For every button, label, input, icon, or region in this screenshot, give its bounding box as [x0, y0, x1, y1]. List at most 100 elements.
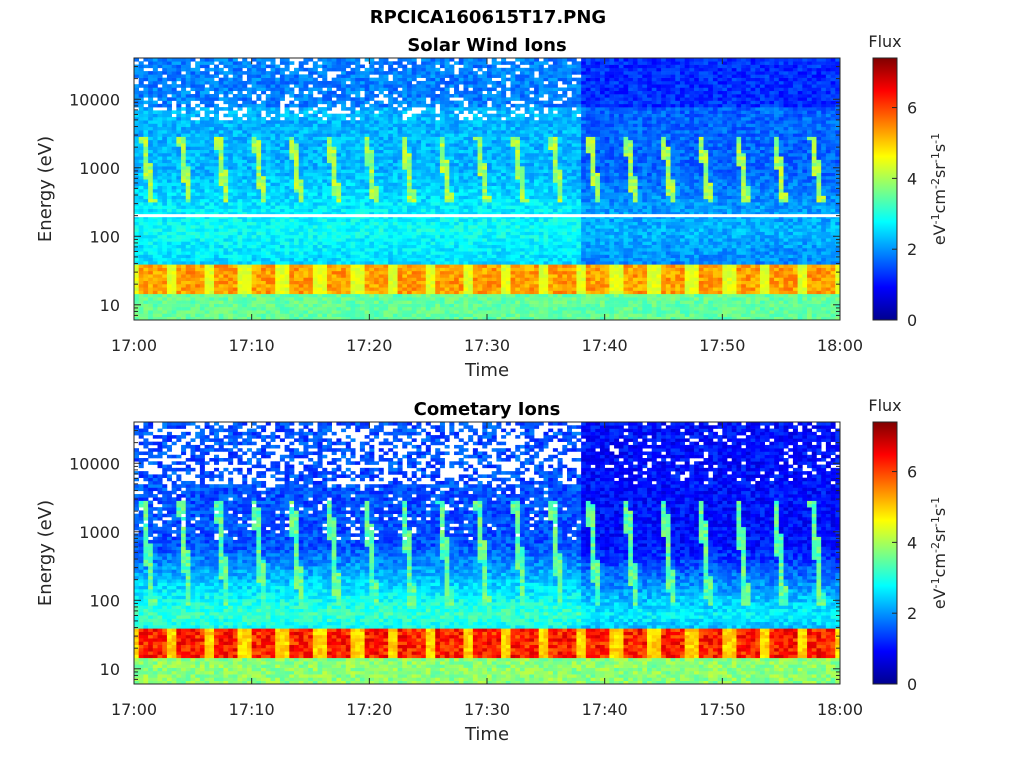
heatmap-cell	[251, 143, 257, 147]
heatmap-cell	[388, 205, 394, 209]
heatmap-cell	[284, 254, 290, 259]
heatmap-cell	[439, 244, 445, 249]
heatmap-cell	[242, 149, 248, 154]
heatmap-cell	[317, 71, 323, 75]
heatmap-cell	[148, 58, 154, 62]
heatmap-cell	[392, 303, 398, 308]
heatmap-cell	[364, 218, 370, 223]
heatmap-cell	[374, 313, 380, 318]
heatmap-cell	[152, 228, 158, 232]
heatmap-cell	[232, 116, 238, 121]
heatmap-cell	[214, 264, 220, 268]
heatmap-cell	[270, 139, 276, 144]
heatmap-cell	[190, 172, 196, 177]
heatmap-cell	[326, 182, 332, 187]
heatmap-cell	[406, 244, 412, 249]
heatmap-cell	[317, 316, 323, 321]
heatmap-cell	[317, 110, 323, 114]
heatmap-cell	[392, 71, 398, 75]
heatmap-cell	[359, 107, 365, 111]
heatmap-cell	[374, 251, 380, 255]
heatmap-cell	[350, 87, 356, 92]
heatmap-cell	[392, 254, 398, 259]
heatmap-cell	[265, 257, 271, 262]
heatmap-cell	[402, 80, 408, 85]
heatmap-cell	[317, 87, 323, 92]
heatmap-cell	[303, 58, 309, 62]
heatmap-cell	[152, 84, 158, 88]
heatmap-cell	[199, 97, 205, 101]
heatmap-cell	[256, 152, 262, 157]
heatmap-cell	[157, 126, 163, 131]
heatmap-cell	[214, 297, 220, 301]
heatmap-cell	[143, 100, 149, 105]
heatmap-cell	[289, 313, 295, 318]
heatmap-cell	[298, 231, 304, 236]
heatmap-cell	[298, 290, 304, 295]
heatmap-cell	[312, 84, 318, 88]
heatmap-cell	[223, 293, 229, 298]
heatmap-cell	[204, 274, 210, 278]
heatmap-cell	[303, 159, 309, 164]
heatmap-cell	[242, 234, 248, 239]
heatmap-cell	[261, 300, 267, 304]
heatmap-cell	[284, 189, 290, 193]
heatmap-cell	[439, 287, 445, 291]
heatmap-cell	[228, 297, 234, 301]
heatmap-cell	[397, 316, 403, 321]
heatmap-cell	[336, 74, 342, 78]
heatmap-cell	[378, 80, 384, 85]
heatmap-cell	[425, 300, 431, 304]
heatmap-cell	[317, 64, 323, 69]
heatmap-cell	[355, 97, 361, 101]
heatmap-cell	[289, 290, 295, 295]
heatmap-cell	[204, 100, 210, 105]
heatmap-cell	[303, 179, 309, 183]
heatmap-cell	[298, 172, 304, 177]
heatmap-cell	[242, 198, 248, 203]
heatmap-cell	[209, 270, 215, 275]
heatmap-cell	[134, 280, 140, 285]
heatmap-cell	[190, 139, 196, 144]
heatmap-cell	[331, 221, 337, 226]
heatmap-cell	[270, 297, 276, 301]
heatmap-cell	[166, 159, 172, 164]
heatmap-cell	[359, 189, 365, 193]
heatmap-cell	[199, 238, 205, 242]
heatmap-cell	[251, 270, 257, 275]
heatmap-cell	[185, 97, 191, 101]
heatmap-cell	[275, 130, 281, 134]
heatmap-cell	[383, 247, 389, 252]
heatmap-cell	[303, 130, 309, 134]
heatmap-cell	[152, 123, 158, 128]
heatmap-cell	[355, 306, 361, 311]
heatmap-cell	[341, 139, 347, 144]
heatmap-cell	[176, 192, 182, 196]
heatmap-cell	[383, 274, 389, 278]
heatmap-cell	[406, 287, 412, 291]
heatmap-cell	[171, 287, 177, 291]
heatmap-cell	[256, 231, 262, 236]
heatmap-cell	[143, 254, 149, 259]
heatmap-cell	[223, 277, 229, 281]
heatmap-cell	[223, 87, 229, 92]
heatmap-cell	[265, 221, 271, 226]
heatmap-cell	[369, 152, 375, 157]
heatmap-cell	[364, 58, 370, 62]
heatmap-cell	[406, 251, 412, 255]
heatmap-cell	[364, 267, 370, 272]
heatmap-cell	[176, 254, 182, 259]
heatmap-cell	[176, 300, 182, 304]
heatmap-cell	[326, 166, 332, 170]
heatmap-cell	[336, 241, 342, 245]
heatmap-cell	[322, 152, 328, 157]
heatmap-cell	[345, 280, 351, 285]
heatmap-cell	[364, 146, 370, 150]
heatmap-cell	[176, 306, 182, 311]
heatmap-cell	[261, 179, 267, 183]
heatmap-cell	[331, 261, 337, 265]
heatmap-cell	[209, 146, 215, 150]
heatmap-cell	[289, 264, 295, 268]
heatmap-cell	[298, 77, 304, 82]
heatmap-cell	[195, 228, 201, 232]
